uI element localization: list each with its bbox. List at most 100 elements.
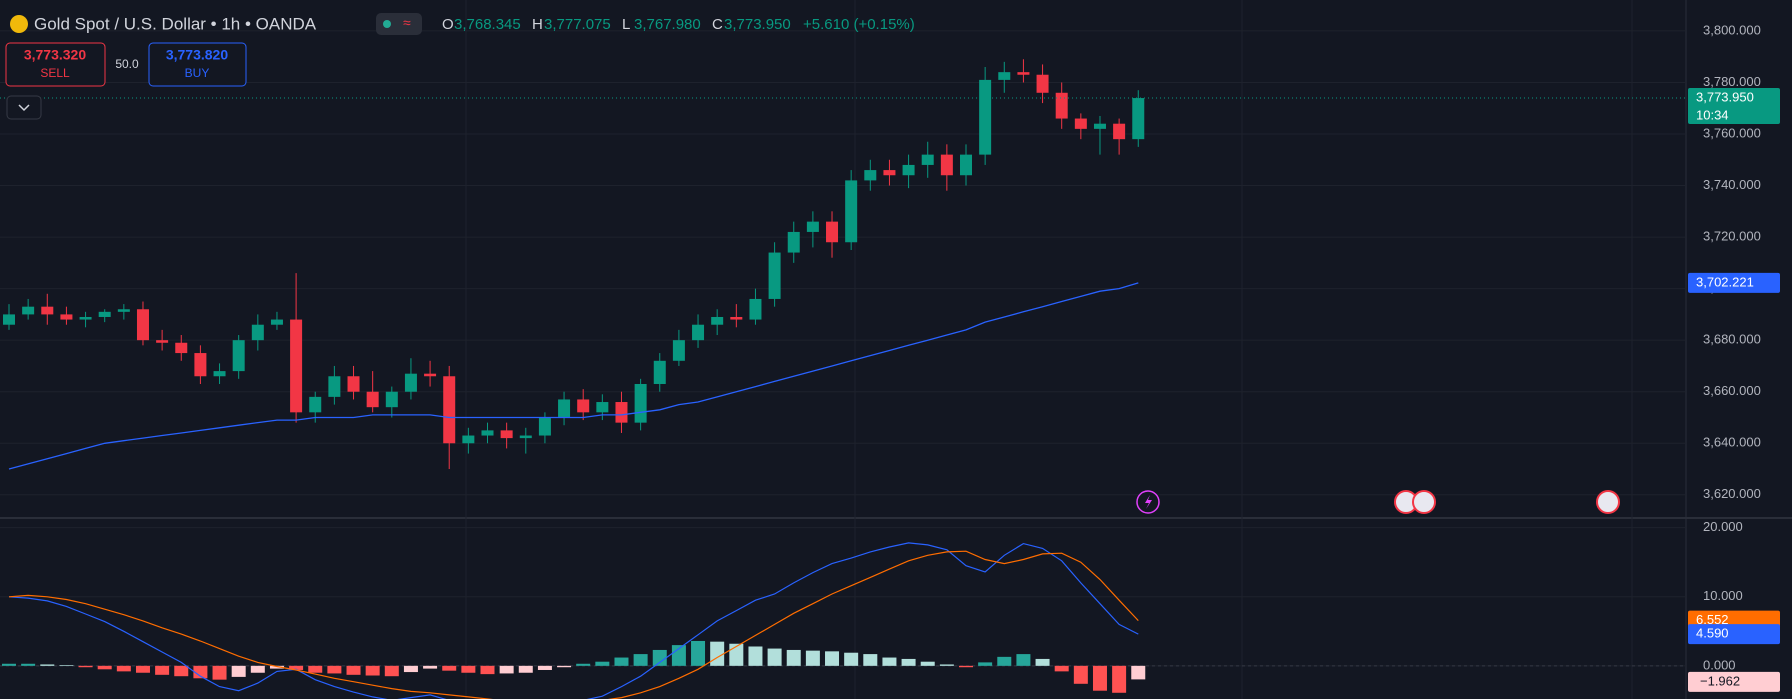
candle-body [1113,123,1126,140]
buy-button[interactable] [148,42,247,87]
symbol-title[interactable]: Gold Spot / U.S. Dollar • 1h • OANDA [34,14,317,33]
histogram-bar [480,665,495,675]
candle-body [806,221,819,232]
candle-body [385,391,398,408]
candle-body [921,154,934,165]
candle-body [826,221,839,243]
sell-button[interactable] [5,42,106,87]
candle-body [692,324,705,341]
sell-label[interactable]: SELL [40,66,70,80]
badge-label: 3,773.950 [1696,89,1754,104]
histogram-bar [959,665,973,668]
candle-body [41,306,54,315]
candle-body [251,324,264,341]
y-tick-label: 3,680.000 [1703,332,1761,347]
status-pill[interactable] [376,13,422,35]
candle-body [653,360,666,384]
candle-body [194,353,207,377]
candle-body [749,298,762,320]
histogram-bar [155,665,170,675]
histogram-bar [1112,665,1127,693]
time-grid [465,0,1633,699]
histogram-bar [442,665,457,671]
candle-body [175,342,188,354]
buy-price[interactable]: 3,773.820 [166,47,228,63]
ohlc-label: C [712,16,723,33]
histogram-bar [40,664,55,666]
candle-body [960,154,972,176]
candle-body [538,417,551,436]
chevron-icon [18,104,30,112]
histogram-bar [710,641,725,666]
price-badge [1688,88,1780,125]
ohlc-value: 3,768.345 [454,16,521,33]
histogram-bar [518,665,533,673]
candle-body [117,309,130,312]
candle-body [596,402,609,413]
event-icon[interactable] [1412,490,1436,514]
candle-body [366,391,379,408]
sell-price[interactable]: 3,773.320 [24,47,86,63]
event-icon[interactable] [1596,490,1620,514]
y-tick-label: 3,720.000 [1703,229,1761,244]
y-tick-label: 0.000 [1703,657,1736,672]
y-tick-label: 3,640.000 [1703,435,1761,450]
candle-body [883,170,896,176]
histogram-bar [920,661,935,666]
badge-label: −1.962 [1700,673,1740,688]
candle-body [558,399,571,418]
candle-body [443,376,456,444]
histogram-bar [537,665,552,670]
candle-body [404,373,417,392]
histogram-bar [633,654,648,666]
y-tick-label: 3,660.000 [1703,383,1761,398]
candle-body [500,430,513,439]
buy-label[interactable]: BUY [185,66,210,80]
histogram-bar [595,661,610,666]
histogram-bar [901,658,916,666]
candle-body [979,79,992,155]
status-icon: ≈ [403,15,411,31]
badge-label: 4.590 [1696,626,1729,641]
badge-label: 6.552 [1696,612,1729,627]
histogram-bar [327,665,342,674]
market-open-dot [383,20,391,28]
candle-body [1074,118,1087,129]
histogram-bar [499,665,514,674]
histogram-bar [844,652,859,666]
candle-body [1132,98,1145,140]
y-tick-label: 3,740.000 [1703,177,1761,192]
symbol-icon [10,15,28,33]
histogram-bar [1092,665,1107,691]
candle-body [940,154,953,176]
histogram-bar [652,649,667,666]
candle-body [615,402,628,423]
histogram-bar [384,665,399,677]
histogram-bar [1073,665,1088,684]
histogram-bar [2,663,16,666]
candle-body [902,164,915,176]
candle-body [290,319,303,413]
histogram-bar [135,665,150,673]
histogram-bar [882,657,897,666]
histogram-bar [614,657,629,666]
ohlc-value: 3,777.075 [544,16,611,33]
candle-body [213,371,226,377]
histogram-bar [346,665,361,675]
y-tick-label: 3,760.000 [1703,125,1761,140]
spread: 50.0 [115,57,139,71]
histogram-bar [250,665,265,673]
ohlc-label: L [622,16,630,33]
histogram-bar [308,665,323,673]
histogram-bar [59,665,74,666]
histogram-bar [174,665,189,677]
badge-countdown: 10:34 [1696,107,1729,122]
histogram-bar [21,663,36,666]
histogram-bar [461,665,476,673]
price-badge [1688,671,1780,692]
collapse-button[interactable] [6,95,42,120]
y-tick-label: 10.000 [1703,588,1743,603]
change-value: +5.610 (+0.15%) [803,16,915,33]
y-tick-label: 20.000 [1703,519,1743,534]
